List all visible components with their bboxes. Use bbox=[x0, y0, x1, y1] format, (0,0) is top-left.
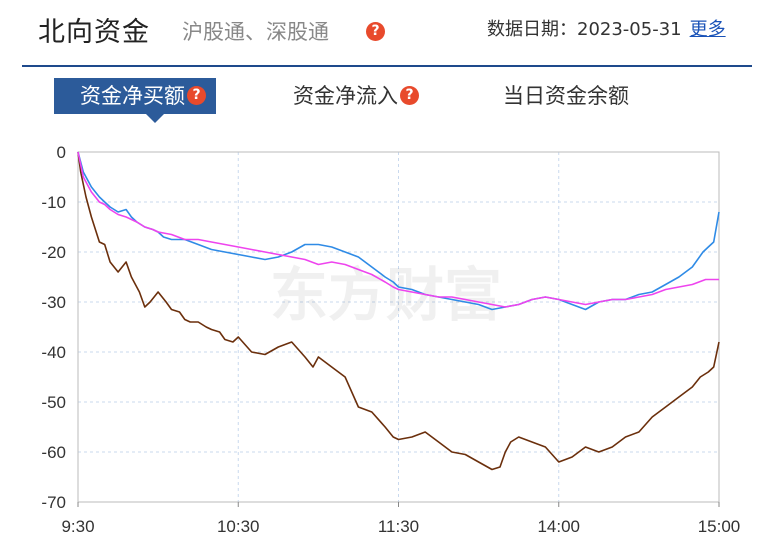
page-title: 北向资金 bbox=[38, 17, 150, 48]
x-tick-label: 15:00 bbox=[698, 517, 741, 536]
y-tick-label: 0 bbox=[57, 143, 66, 162]
chart-grid bbox=[78, 152, 719, 502]
y-tick-label: -10 bbox=[41, 193, 66, 212]
tab-daily-balance-label: 当日资金余额 bbox=[503, 84, 629, 108]
header: 北向资金 沪股通、深股通 ? 数据日期：2023-05-31 更多 bbox=[0, 0, 762, 66]
series-line-2 bbox=[77, 151, 719, 308]
y-tick-label: -20 bbox=[41, 243, 66, 262]
y-tick-label: -50 bbox=[41, 393, 66, 412]
x-tick-label: 14:00 bbox=[537, 517, 580, 536]
page-subtitle: 沪股通、深股通 bbox=[182, 20, 329, 44]
more-link[interactable]: 更多 bbox=[689, 19, 726, 40]
x-axis: 9:30 10:30 11:30 14:00 15:00 bbox=[61, 502, 740, 536]
y-tick-label: -40 bbox=[41, 343, 66, 362]
question-mark-icon[interactable]: ? bbox=[400, 85, 419, 105]
data-date: 数据日期：2023-05-31 更多 bbox=[487, 15, 726, 41]
x-tick-label: 10:30 bbox=[217, 517, 260, 536]
tab-net-inflow-label: 资金净流入 bbox=[293, 84, 398, 108]
northbound-chart: 东方财富 0 -10 -20 -30 -40 -50 -60 -70 9:30 10:30 11:… bbox=[41, 143, 740, 536]
y-axis: 0 -10 -20 -30 -40 -50 -60 -70 bbox=[41, 143, 66, 512]
y-tick-label: -60 bbox=[41, 443, 66, 462]
data-date-label: 数据日期：2023-05-31 bbox=[487, 19, 682, 40]
y-tick-label: -70 bbox=[41, 493, 66, 512]
watermark: 东方财富 bbox=[270, 261, 502, 329]
question-mark-icon[interactable]: ? bbox=[366, 22, 385, 41]
tab-net-buy-label: 资金净买额 bbox=[80, 84, 185, 108]
x-tick-label: 9:30 bbox=[61, 517, 94, 536]
tab-daily-balance[interactable]: 当日资金余额 bbox=[503, 78, 629, 114]
header-divider bbox=[22, 65, 752, 67]
tab-net-buy[interactable]: 资金净买额? bbox=[54, 78, 216, 123]
series-line-0 bbox=[77, 151, 720, 471]
series-lines bbox=[77, 151, 720, 471]
y-tick-label: -30 bbox=[41, 293, 66, 312]
x-tick-label: 11:30 bbox=[378, 517, 419, 536]
tab-net-inflow[interactable]: 资金净流入? bbox=[293, 78, 419, 114]
question-mark-icon[interactable]: ? bbox=[187, 85, 206, 105]
